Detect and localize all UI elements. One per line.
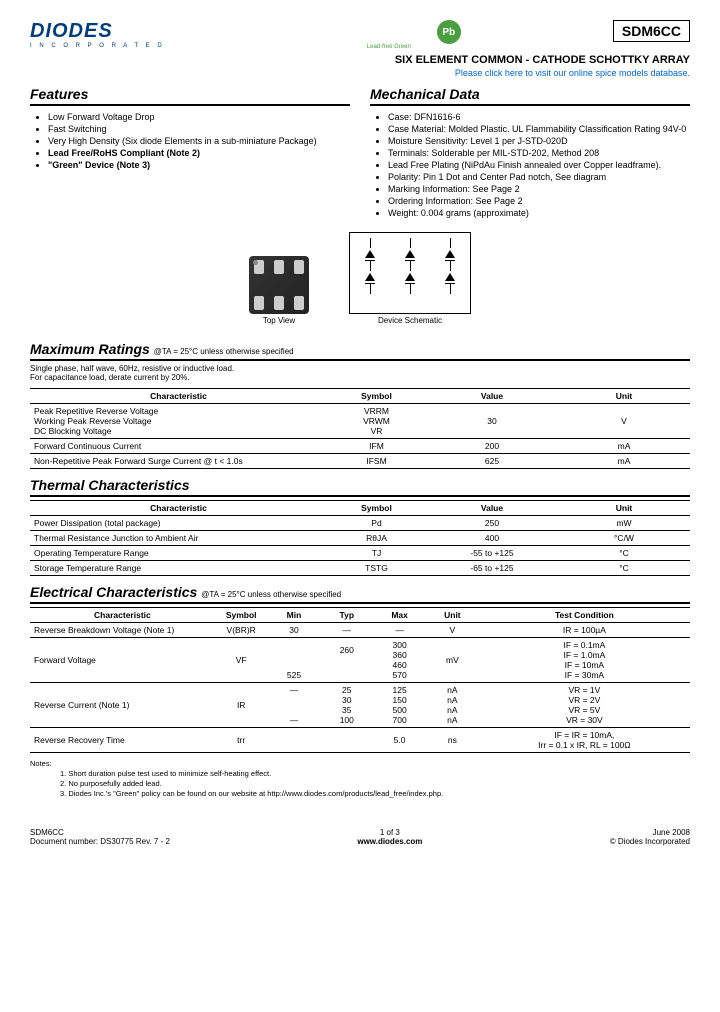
mechanical-item: Case: DFN1616-6 (388, 112, 690, 122)
page-title: SIX ELEMENT COMMON - CATHODE SCHOTTKY AR… (30, 54, 690, 66)
footer-right: June 2008 © Diodes Incorporated (610, 828, 690, 846)
table-row: Non-Repetitive Peak Forward Surge Curren… (30, 454, 690, 469)
features-item: Fast Switching (48, 124, 350, 134)
schematic-caption: Device Schematic (349, 316, 471, 325)
note-item: 2. No purposefully added lead. (60, 779, 690, 788)
table-row: Reverse Current (Note 1)IR— —25 30 35 10… (30, 683, 690, 728)
table-row: Forward VoltageVF 525260 300 360 460 570… (30, 638, 690, 683)
notes-label: Notes: (30, 759, 52, 768)
footer-part: SDM6CC (30, 828, 170, 837)
footer-doc: Document number: DS30775 Rev. 7 - 2 (30, 837, 170, 846)
table-row: Reverse Breakdown Voltage (Note 1)V(BR)R… (30, 623, 690, 638)
spice-link[interactable]: Please click here to visit our online sp… (30, 68, 690, 78)
footer-date: June 2008 (610, 828, 690, 837)
thermal-table: CharacteristicSymbolValueUnitPower Dissi… (30, 500, 690, 576)
mechanical-item: Moisture Sensitivity: Level 1 per J-STD-… (388, 136, 690, 146)
max-ratings-table: CharacteristicSymbolValueUnitPeak Repeti… (30, 388, 690, 469)
table-row: Reverse Recovery Timetrr5.0nsIF = IR = 1… (30, 728, 690, 753)
footer-url[interactable]: www.diodes.com (357, 837, 422, 846)
mechanical-item: Terminals: Solderable per MIL-STD-202, M… (388, 148, 690, 158)
table-row: Operating Temperature RangeTJ-55 to +125… (30, 546, 690, 561)
electrical-table: CharacteristicSymbolMinTypMaxUnitTest Co… (30, 607, 690, 753)
features-item: Low Forward Voltage Drop (48, 112, 350, 122)
logo-block: DIODES I N C O R P O R A T E D (30, 20, 165, 49)
mechanical-title: Mechanical Data (370, 86, 690, 106)
table-row: Thermal Resistance Junction to Ambient A… (30, 531, 690, 546)
mechanical-item: Weight: 0.004 grams (approximate) (388, 208, 690, 218)
schematic-icon (349, 232, 471, 314)
footer-left: SDM6CC Document number: DS30775 Rev. 7 -… (30, 828, 170, 846)
table-row: Forward Continuous CurrentIFM200mA (30, 439, 690, 454)
schematic-diagram: Device Schematic (349, 232, 471, 325)
logo-subtitle: I N C O R P O R A T E D (30, 43, 165, 49)
features-col: Features Low Forward Voltage Drop Fast Sw… (30, 86, 350, 222)
mechanical-item: Case Material: Molded Plastic. UL Flamma… (388, 124, 690, 134)
features-item: Lead Free/RoHS Compliant (Note 2) (48, 148, 350, 158)
features-item: Very High Density (Six diode Elements in… (48, 136, 350, 146)
electrical-title: Electrical Characteristics @TA = 25°C un… (30, 584, 690, 604)
diagrams-row: Top View Device Schematic (30, 232, 690, 325)
mechanical-item: Marking Information: See Page 2 (388, 184, 690, 194)
mechanical-list: Case: DFN1616-6 Case Material: Molded Pla… (370, 112, 690, 218)
logo: DIODES (30, 20, 165, 43)
footer-page: 1 of 3 (357, 828, 422, 837)
mechanical-item: Lead Free Plating (NiPdAu Finish anneale… (388, 160, 690, 170)
top-view-diagram: Top View (249, 256, 309, 325)
thermal-title: Thermal Characteristics (30, 477, 690, 497)
features-title: Features (30, 86, 350, 106)
note-item: 1. Short duration pulse test used to min… (60, 769, 690, 778)
footer-copyright: © Diodes Incorporated (610, 837, 690, 846)
top-view-caption: Top View (249, 316, 309, 325)
features-list: Low Forward Voltage Drop Fast Switching Ve… (30, 112, 350, 170)
max-ratings-title: Maximum Ratings @TA = 25°C unless otherw… (30, 341, 690, 361)
pb-label: Lead-free Green (317, 44, 461, 50)
mechanical-item: Ordering Information: See Page 2 (388, 196, 690, 206)
max-ratings-sub: Single phase, half wave, 60Hz, resistive… (30, 364, 690, 382)
footer-center: 1 of 3 www.diodes.com (357, 828, 422, 846)
pb-badge-block: Pb Lead-free Green (317, 20, 461, 50)
footer: SDM6CC Document number: DS30775 Rev. 7 -… (30, 828, 690, 846)
mechanical-col: Mechanical Data Case: DFN1616-6 Case Mate… (370, 86, 690, 222)
features-item: "Green" Device (Note 3) (48, 160, 350, 170)
table-row: Power Dissipation (total package)Pd250mW (30, 516, 690, 531)
table-row: Peak Repetitive Reverse Voltage Working … (30, 404, 690, 439)
note-item: 3. Diodes Inc.'s "Green" policy can be f… (60, 789, 690, 798)
mechanical-item: Polarity: Pin 1 Dot and Center Pad notch… (388, 172, 690, 182)
table-row: Storage Temperature RangeTSTG-65 to +125… (30, 561, 690, 576)
leadfree-icon: Pb (437, 20, 461, 44)
part-number: SDM6CC (613, 20, 690, 42)
notes: Notes: 1. Short duration pulse test used… (30, 759, 690, 798)
features-mechanical-row: Features Low Forward Voltage Drop Fast Sw… (30, 86, 690, 222)
chip-icon (249, 256, 309, 314)
header-row: DIODES I N C O R P O R A T E D Pb Lead-f… (30, 20, 690, 50)
